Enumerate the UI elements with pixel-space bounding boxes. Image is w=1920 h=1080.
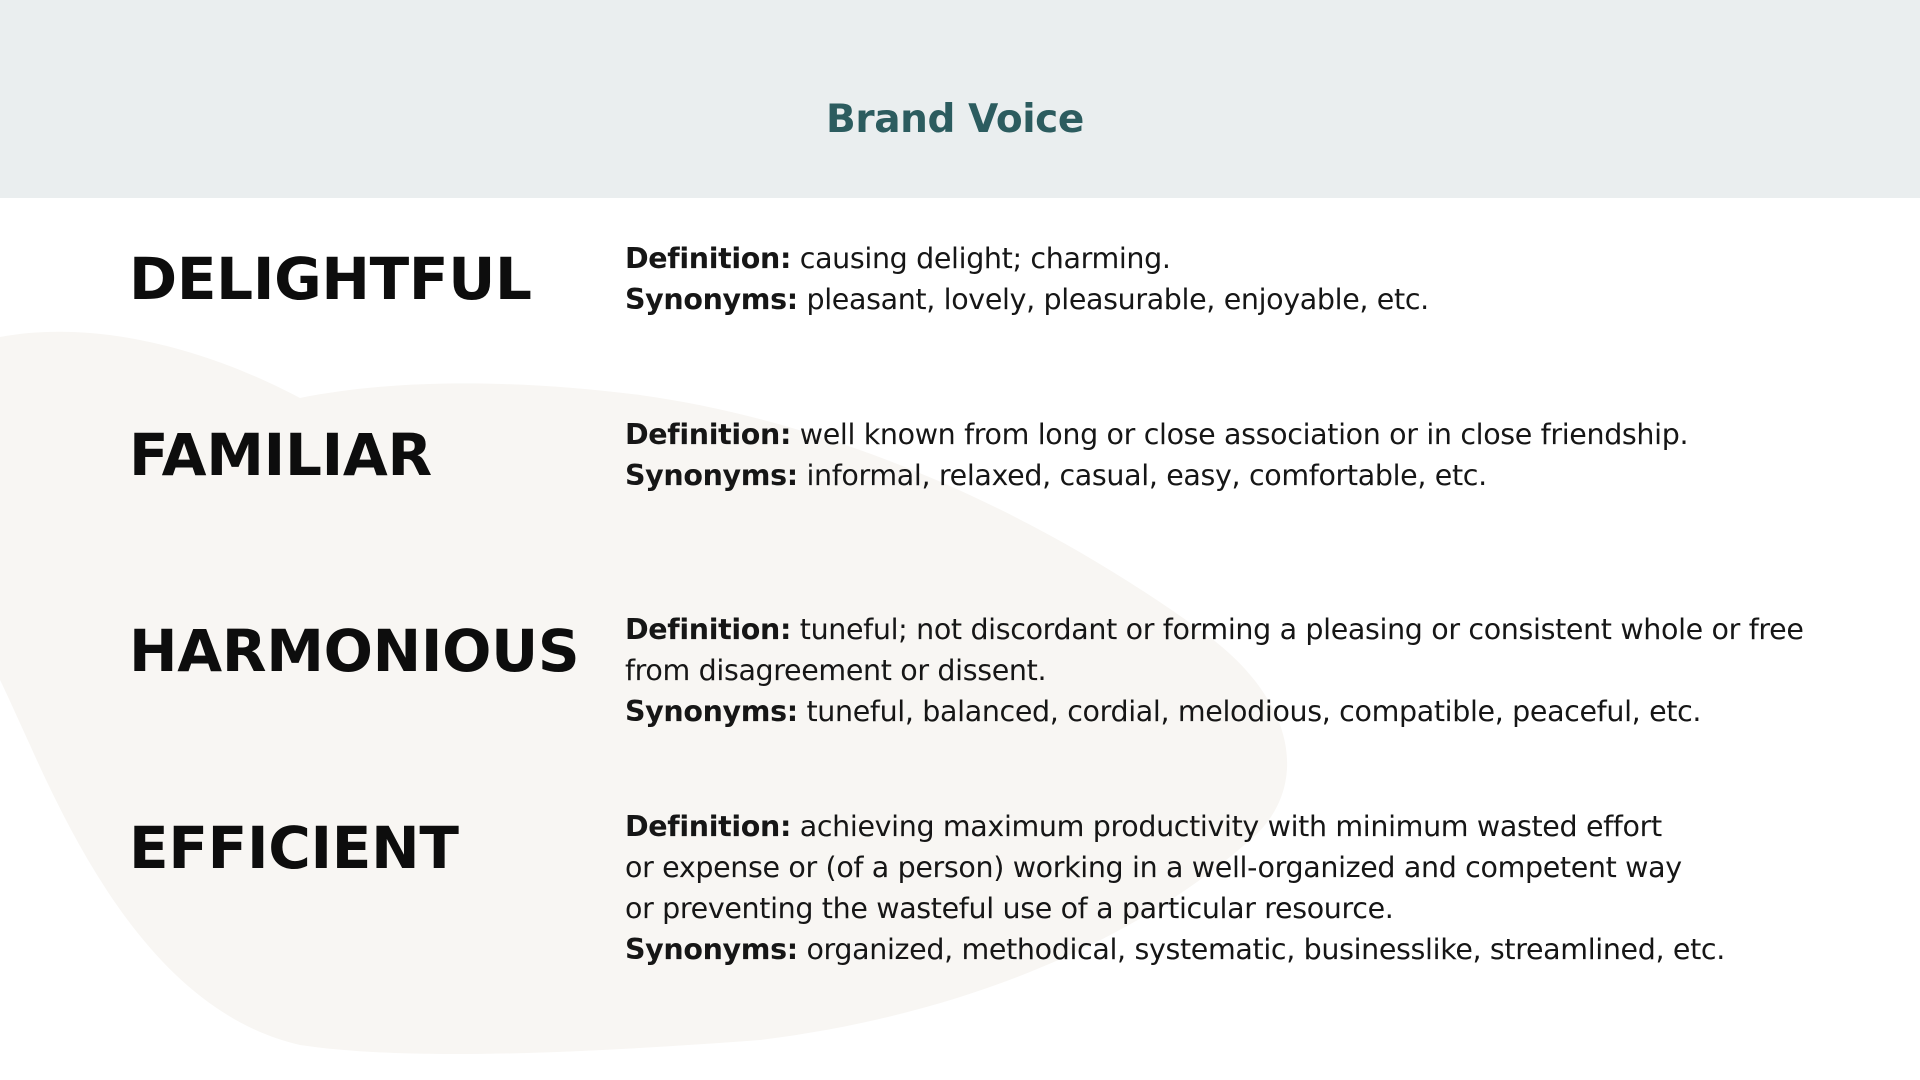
term-description: Definition: achieving maximum productivi… — [625, 806, 1825, 970]
definition-line: or expense or (of a person) working in a… — [625, 851, 1682, 884]
synonyms-line: Synonyms: organized, methodical, systema… — [625, 929, 1825, 970]
header-bar: Brand Voice — [0, 0, 1920, 198]
term-heading: DELIGHTFUL — [129, 245, 532, 313]
definition-text: well known from long or close associatio… — [799, 418, 1689, 451]
definition-line: or preventing the wasteful use of a part… — [625, 892, 1394, 925]
term-description: Definition: well known from long or clos… — [625, 414, 1825, 496]
definition-label: Definition: — [625, 810, 792, 843]
term-description: Definition: tuneful; not discordant or f… — [625, 609, 1825, 732]
term-heading: EFFICIENT — [129, 814, 459, 882]
definition-label: Definition: — [625, 242, 792, 275]
definition-text: achieving maximum productivity with mini… — [799, 810, 1662, 843]
definition-label: Definition: — [625, 418, 792, 451]
term-heading: FAMILIAR — [129, 421, 432, 489]
definition-line: from disagreement or dissent. — [625, 654, 1047, 687]
page-title: Brand Voice — [826, 97, 1084, 142]
synonyms-text: pleasant, lovely, pleasurable, enjoyable… — [806, 283, 1429, 316]
synonyms-label: Synonyms: — [625, 933, 798, 966]
synonyms-text: organized, methodical, systematic, busin… — [806, 933, 1725, 966]
synonyms-label: Synonyms: — [625, 283, 798, 316]
synonyms-line: Synonyms: tuneful, balanced, cordial, me… — [625, 691, 1825, 732]
definition-text: tuneful; not discordant or forming a ple… — [799, 613, 1804, 646]
term-heading: HARMONIOUS — [129, 617, 580, 685]
synonyms-line: Synonyms: informal, relaxed, casual, eas… — [625, 455, 1825, 496]
definition-text: causing delight; charming. — [799, 242, 1171, 275]
term-description: Definition: causing delight; charming. S… — [625, 238, 1825, 320]
synonyms-line: Synonyms: pleasant, lovely, pleasurable,… — [625, 279, 1825, 320]
definition-line: Definition: achieving maximum productivi… — [625, 806, 1825, 847]
synonyms-text: informal, relaxed, casual, easy, comfort… — [806, 459, 1487, 492]
definition-line: Definition: well known from long or clos… — [625, 414, 1825, 455]
synonyms-label: Synonyms: — [625, 695, 798, 728]
synonyms-label: Synonyms: — [625, 459, 798, 492]
definition-line: Definition: tuneful; not discordant or f… — [625, 609, 1825, 650]
synonyms-text: tuneful, balanced, cordial, melodious, c… — [806, 695, 1702, 728]
definition-label: Definition: — [625, 613, 792, 646]
definition-line: Definition: causing delight; charming. — [625, 238, 1825, 279]
